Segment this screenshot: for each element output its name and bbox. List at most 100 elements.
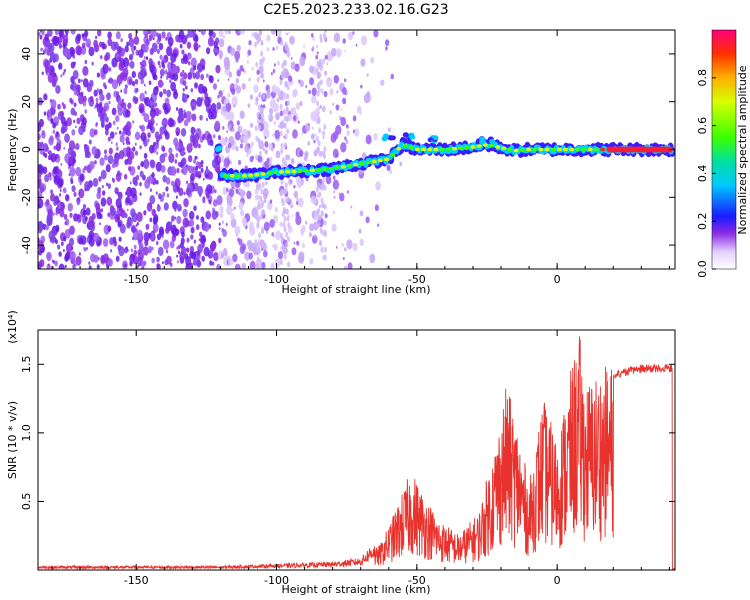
- streak-blob: [284, 160, 288, 167]
- noise-blob: [108, 147, 113, 155]
- noise-blob: [228, 188, 235, 198]
- noise-blob: [136, 30, 139, 34]
- noise-blob: [295, 215, 302, 226]
- noise-blob: [75, 125, 77, 129]
- y-tick-label: -40: [20, 236, 33, 254]
- ridge-core: [266, 171, 272, 175]
- noise-blob: [68, 140, 76, 151]
- noise-blob: [208, 75, 214, 84]
- noise-blob: [135, 224, 138, 227]
- noise-blob: [95, 123, 98, 128]
- noise-blob: [276, 60, 280, 66]
- noise-blob: [129, 181, 132, 185]
- noise-blob: [166, 71, 172, 79]
- noise-blob: [268, 142, 273, 151]
- noise-blob: [132, 120, 135, 124]
- streak-blob: [256, 246, 260, 253]
- noise-blob: [145, 223, 150, 230]
- noise-blob: [195, 47, 198, 52]
- noise-blob: [64, 194, 70, 202]
- noise-blob: [69, 225, 75, 235]
- noise-blob: [194, 132, 200, 142]
- noise-blob: [67, 202, 73, 212]
- noise-blob: [56, 244, 61, 250]
- noise-blob: [115, 115, 120, 123]
- streak-blob: [323, 184, 327, 191]
- noise-blob: [89, 85, 93, 91]
- noise-blob: [158, 33, 161, 37]
- streak-blob: [256, 241, 260, 248]
- noise-blob: [305, 220, 308, 225]
- ridge-core: [420, 147, 427, 152]
- noise-blob: [54, 260, 58, 267]
- spectrogram-marks: [38, 30, 675, 269]
- noise-blob: [123, 87, 128, 95]
- noise-blob: [115, 198, 122, 209]
- ridge-mid: [217, 145, 223, 152]
- noise-blob: [297, 120, 300, 124]
- noise-blob: [319, 104, 323, 109]
- ridge-core: [229, 173, 235, 178]
- upper-branch-blob: [489, 139, 496, 145]
- noise-blob: [62, 248, 65, 253]
- noise-blob: [189, 219, 195, 227]
- noise-blob: [127, 102, 132, 110]
- noise-blob: [319, 204, 322, 209]
- noise-blob: [266, 231, 268, 235]
- noise-blob: [203, 197, 205, 200]
- ridge-core: [538, 147, 544, 152]
- noise-blob: [120, 89, 123, 93]
- noise-blob: [126, 146, 131, 154]
- ridge-core: [525, 147, 532, 152]
- ridge-core: [377, 158, 383, 163]
- noise-blob: [149, 159, 156, 169]
- noise-blob: [144, 179, 151, 189]
- noise-blob: [100, 208, 104, 213]
- streak-blob: [285, 108, 289, 115]
- noise-blob: [50, 118, 54, 123]
- noise-blob: [272, 68, 276, 74]
- noise-blob: [149, 217, 153, 223]
- noise-blob: [53, 53, 59, 63]
- noise-blob: [236, 44, 241, 53]
- noise-blob: [231, 96, 238, 107]
- noise-blob: [104, 54, 109, 62]
- noise-blob: [316, 51, 319, 55]
- noise-blob: [143, 30, 148, 36]
- noise-blob: [38, 163, 44, 174]
- streak-blob: [286, 51, 290, 58]
- noise-blob: [111, 107, 117, 116]
- noise-blob: [59, 209, 65, 218]
- noise-blob: [309, 258, 314, 265]
- noise-blob: [139, 192, 142, 196]
- noise-blob: [222, 247, 228, 256]
- noise-blob: [194, 155, 197, 160]
- ridge-core: [309, 168, 316, 173]
- noise-blob: [386, 164, 391, 172]
- noise-blob: [342, 256, 345, 261]
- noise-blob: [212, 199, 218, 207]
- noise-blob: [109, 237, 114, 246]
- noise-blob: [65, 137, 69, 143]
- y-tick-label: 1.5: [20, 356, 33, 374]
- noise-blob: [126, 208, 129, 212]
- noise-blob: [344, 136, 347, 141]
- noise-blob: [159, 54, 163, 60]
- streak-blob: [280, 233, 284, 240]
- noise-blob: [124, 212, 128, 219]
- noise-blob: [164, 69, 168, 75]
- noise-blob: [143, 231, 150, 242]
- noise-blob: [301, 132, 304, 136]
- streak-blob: [279, 259, 283, 266]
- noise-blob: [263, 128, 270, 139]
- noise-blob: [269, 219, 275, 229]
- noise-blob: [155, 179, 159, 185]
- noise-blob: [162, 239, 170, 250]
- noise-blob: [143, 43, 149, 53]
- noise-blob: [342, 87, 347, 95]
- ridge-core: [470, 145, 476, 149]
- noise-blob: [148, 58, 153, 66]
- noise-blob: [180, 127, 187, 137]
- noise-blob: [118, 206, 123, 213]
- noise-blob: [76, 117, 81, 125]
